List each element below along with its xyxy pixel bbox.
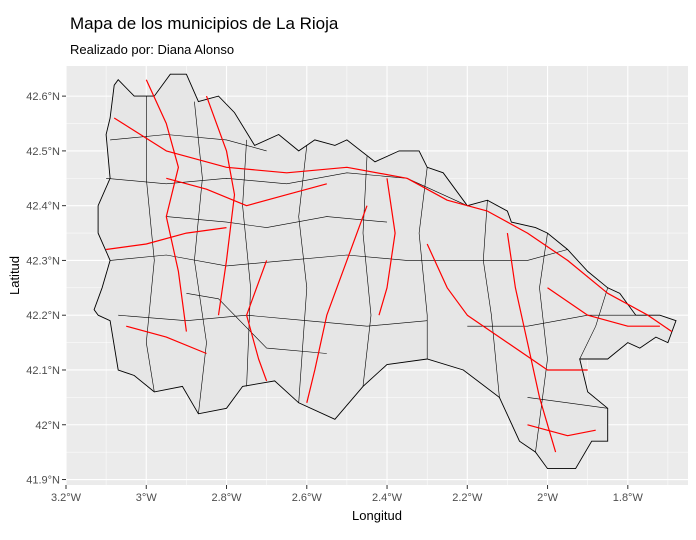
y-tick-label: 42.6°N (26, 91, 60, 103)
road-line (426, 243, 588, 371)
municipality-border (242, 139, 251, 387)
road-line (378, 178, 396, 316)
road-line (527, 424, 596, 437)
y-tick-label: 41.9°N (26, 475, 60, 487)
municipality-border (186, 293, 327, 354)
road-line (126, 325, 207, 355)
map-data-layer (93, 73, 677, 470)
road-line (113, 117, 673, 333)
road-line (547, 287, 660, 327)
x-tick-label: 2.6°W (292, 492, 323, 504)
y-tick-label: 42°N (35, 420, 60, 432)
road-line (166, 177, 327, 207)
municipality-border (110, 249, 568, 267)
y-tick-label: 42.2°N (26, 310, 60, 322)
y-tick-label: 42.4°N (26, 201, 60, 213)
axes: 3.2°W 3°W 2.8°W 2.6°W 2.4°W 2.2°W 2°W 1.8°W 41.9… (26, 91, 643, 504)
road-line (106, 227, 227, 251)
road-line (506, 233, 557, 453)
road-line (205, 95, 236, 316)
municipality-border (362, 156, 372, 387)
municipality-border (527, 397, 608, 409)
x-tick-label: 2.2°W (452, 492, 483, 504)
municipality-border (110, 134, 267, 152)
x-tick-label: 2.4°W (372, 492, 403, 504)
municipality-border (166, 216, 388, 228)
y-tick-label: 42.3°N (26, 255, 60, 267)
road-line (246, 260, 268, 382)
road-line (145, 79, 187, 332)
municipality-border (579, 287, 608, 360)
municipality-border (418, 167, 428, 359)
map-title: Mapa de los municipios de La Rioja (70, 14, 339, 33)
municipality-border (194, 101, 207, 414)
municipality-border (145, 96, 155, 392)
x-tick-label: 3°W (136, 492, 158, 504)
road-line (306, 205, 368, 403)
municipality-border (118, 314, 428, 327)
y-tick-label: 42.5°N (26, 146, 60, 158)
municipality-border (298, 145, 308, 403)
y-tick-label: 42.1°N (26, 365, 60, 377)
x-tick-label: 2.8°W (211, 492, 242, 504)
x-tick-label: 2°W (537, 492, 559, 504)
x-axis-title: Longitud (352, 508, 402, 523)
municipality-border (482, 200, 500, 398)
x-tick-label: 3.2°W (51, 492, 82, 504)
x-tick-label: 1.8°W (613, 492, 644, 504)
y-axis-title: Latitud (7, 256, 22, 295)
map-subtitle: Realizado por: Diana Alonso (70, 42, 235, 57)
municipality-border (467, 314, 636, 327)
